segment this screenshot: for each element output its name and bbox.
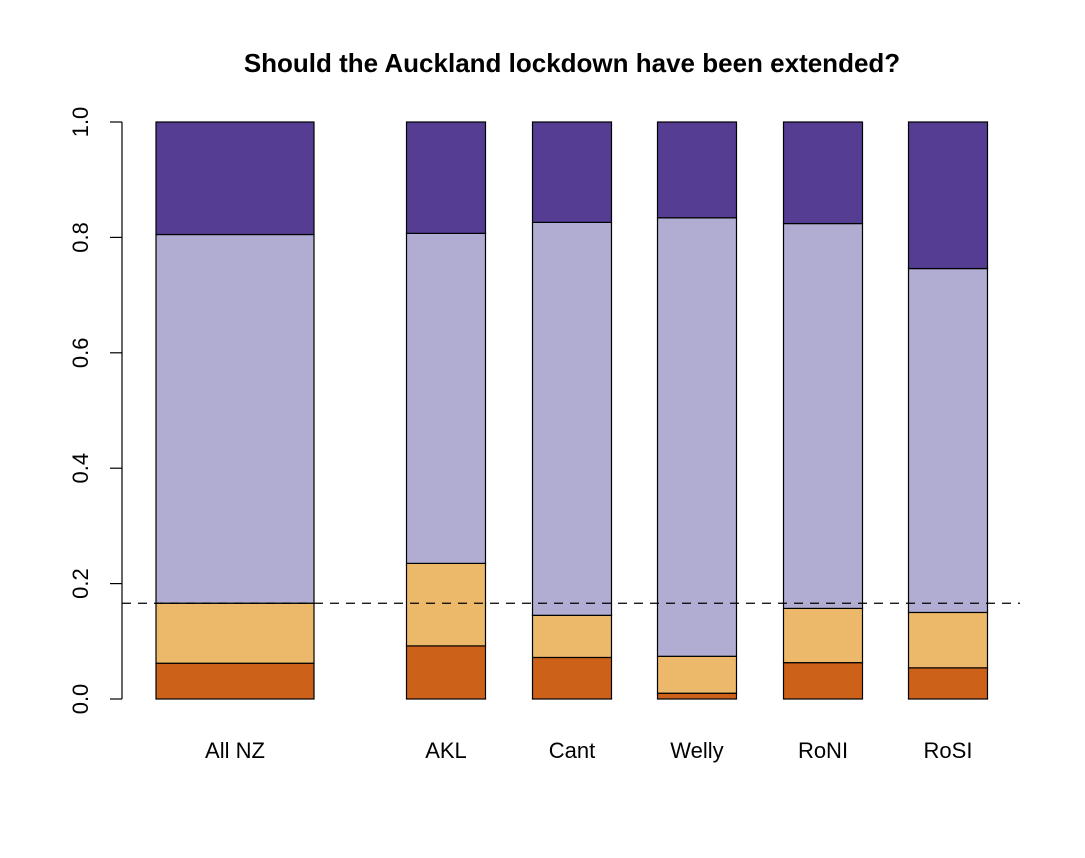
bar-segment [155,662,315,700]
bar-stack [782,121,864,700]
bar-stack [656,121,738,700]
bar-segment [656,692,738,700]
bar-segment [405,645,487,700]
bar-segment [656,121,738,219]
bar-segment [907,611,989,669]
bar-stack [907,121,989,700]
x-category-label: Welly [670,738,723,763]
bars [155,121,989,700]
y-tick-label: 0.4 [68,453,93,484]
bar-segment [531,656,613,700]
y-tick-label: 1.0 [68,107,93,138]
bar-segment [405,232,487,565]
bar-segment [907,121,989,270]
y-tick-label: 0.8 [68,222,93,253]
x-category-label: RoSI [924,738,973,763]
x-category-label: RoNI [798,738,848,763]
bar-segment [155,602,315,664]
bar-stack [155,121,315,700]
bar-segment [907,667,989,700]
x-category-label: Cant [549,738,595,763]
bar-stack [405,121,487,700]
bar-segment [782,121,864,225]
bar-segment [155,121,315,236]
bar-segment [155,233,315,604]
y-axis: 0.0 0.2 0.4 0.6 0.8 1.0 [68,107,123,715]
bar-segment [907,267,989,614]
bar-segment [782,222,864,610]
bar-segment [531,614,613,659]
bar-stack [531,121,613,700]
bar-segment [656,217,738,657]
bar-segment [531,121,613,223]
y-tick-label: 0.2 [68,568,93,599]
chart-title: Should the Auckland lockdown have been e… [244,48,900,78]
bar-segment [531,221,613,616]
y-tick-label: 0.0 [68,684,93,715]
x-category-label: AKL [425,738,467,763]
x-axis-labels: All NZ AKL Cant Welly RoNI RoSI [205,738,972,763]
bar-segment [405,121,487,234]
bar-segment [782,662,864,700]
bar-segment [656,655,738,694]
bar-segment [782,607,864,664]
y-tick-label: 0.6 [68,338,93,369]
bar-segment [405,562,487,647]
x-category-label: All NZ [205,738,265,763]
